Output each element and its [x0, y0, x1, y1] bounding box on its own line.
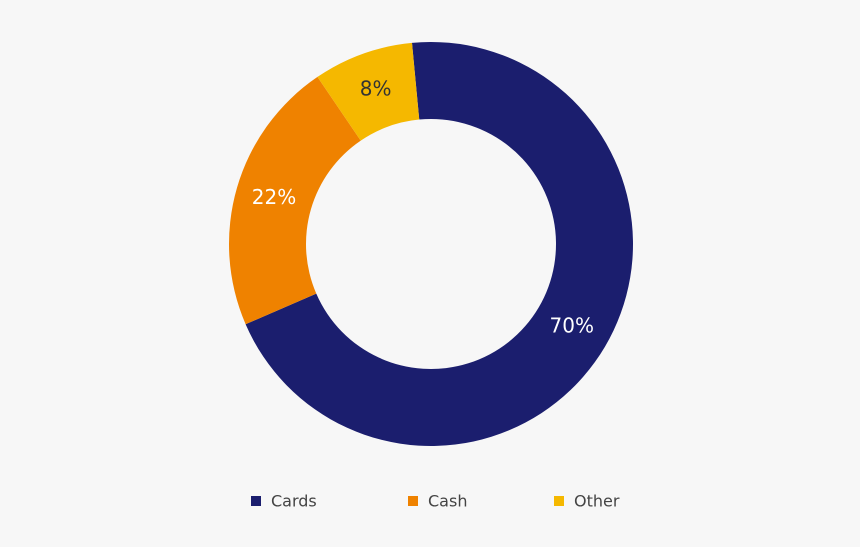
donut-slice [317, 42, 420, 141]
legend-label: Cash [428, 492, 467, 511]
legend-swatch [408, 496, 418, 506]
legend-swatch [554, 496, 564, 506]
legend-swatch [251, 496, 261, 506]
legend-label: Cards [271, 492, 317, 511]
donut-slice [229, 76, 361, 325]
legend-label: Other [574, 492, 620, 511]
value-label: 8% [360, 77, 392, 101]
value-label: 70% [550, 314, 594, 338]
value-label: 22% [252, 185, 296, 209]
donut-slice [245, 42, 633, 447]
